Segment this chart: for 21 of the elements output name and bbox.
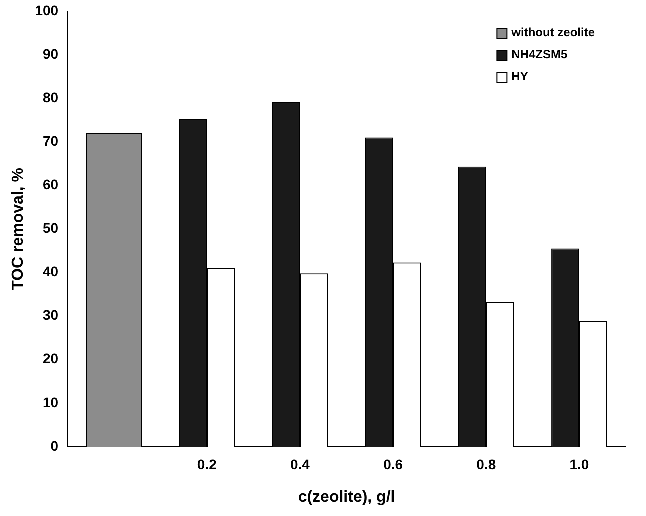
- legend-label: NH4ZSM5: [512, 48, 568, 62]
- x-tick-label: 0.4: [290, 456, 310, 472]
- x-tick-label: 0.6: [384, 456, 404, 472]
- y-tick-label: 10: [42, 394, 59, 410]
- y-tick-label: 50: [42, 220, 59, 236]
- x-axis-title: c(zeolite), g/l: [298, 488, 396, 506]
- legend-label: HY: [512, 70, 528, 84]
- x-tick-label: 0.8: [476, 456, 496, 472]
- y-tick-label: 60: [42, 176, 59, 192]
- y-tick-label: 30: [42, 307, 59, 324]
- y-tick-label: 80: [42, 89, 59, 106]
- y-tick-label: 20: [42, 350, 59, 367]
- legend-label: without zeolite: [510, 26, 596, 40]
- y-tick-label: 70: [42, 132, 59, 149]
- y-tick-label: 40: [42, 264, 59, 280]
- x-tick-label: 1.0: [570, 456, 590, 472]
- y-axis-title: TOC removal, %: [10, 168, 28, 290]
- x-tick-label: 0.2: [197, 456, 218, 472]
- y-tick-label: 0: [50, 438, 59, 454]
- y-tick-label: 100: [35, 2, 59, 18]
- y-tick-label: 90: [42, 46, 59, 62]
